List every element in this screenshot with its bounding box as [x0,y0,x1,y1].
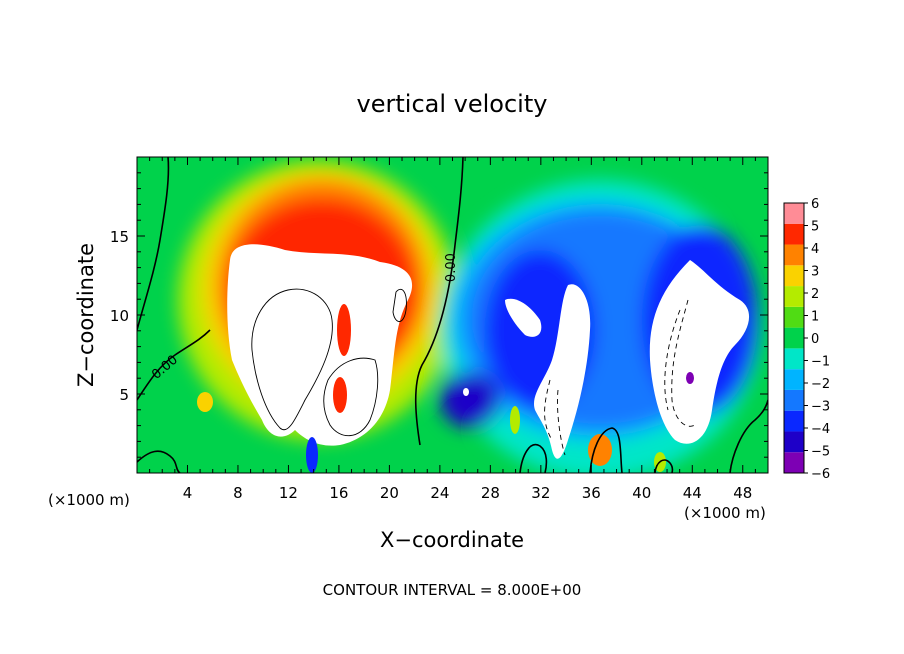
x-tick-label: 48 [733,484,752,502]
y-axis-ticks: 5 10 15 [110,172,768,458]
x-tick-label: 4 [183,484,193,502]
colorbar-tick-label: 3 [811,265,819,280]
colorbar-swatch [784,452,804,473]
x-tick-label: 16 [329,484,348,502]
colorbar-swatch [784,203,804,224]
colorbar-tick-label: −4 [811,422,830,437]
colorbar-tick-label: 4 [811,242,819,257]
x-tick-label: 40 [632,484,651,502]
colorbar-swatch [784,306,804,328]
contour-interval-note: CONTOUR INTERVAL = 8.000E+00 [323,581,582,599]
colorbar-swatch [784,265,804,287]
colorbar-tick-label: 2 [811,287,819,302]
x-tick-label: 24 [430,484,449,502]
x-tick-label: 20 [380,484,399,502]
colorbar-tick-label: 6 [811,197,819,212]
colorbar-swatch [784,431,804,453]
colorbar-swatch [784,389,804,411]
x-tick-label: 44 [683,484,702,502]
colorbar-swatch [784,223,804,245]
colorbar: −6 −5 −4 −3 −2 −1 0 1 2 3 4 5 6 [783,197,830,482]
colorbar-swatch [784,410,804,432]
colorbar-tick-label: −3 [811,400,830,415]
colorbar-swatch [784,327,804,349]
colorbar-tick-label: 0 [811,332,819,347]
chart-title: vertical velocity [357,90,548,118]
contour-field [137,157,768,473]
x-tick-label: 36 [582,484,601,502]
x-tick-label: 12 [279,484,298,502]
x-tick-label: 8 [233,484,243,502]
y-axis-label: Z−coordinate [74,243,98,387]
colorbar-tick-label: 5 [811,220,819,235]
colorbar-swatch [784,286,804,307]
x-tick-label: 32 [531,484,550,502]
y-tick-label: 10 [110,307,129,325]
colorbar-swatch [784,348,804,370]
colorbar-tick-label: −6 [811,467,830,482]
colorbar-tick-label: −1 [811,355,830,370]
y-tick-label: 15 [110,228,129,246]
y-tick-label: 5 [119,386,129,404]
colorbar-swatch [784,244,804,266]
x-axis-unit-right: (×1000 m) [684,504,766,522]
colorbar-swatch [784,369,804,390]
x-tick-label: 28 [481,484,500,502]
colorbar-tick-label: −2 [811,377,830,392]
x-axis-label: X−coordinate [380,528,524,552]
contour-label: 0.00 [444,253,459,282]
colorbar-tick-label: 1 [811,310,819,325]
x-axis-unit-left: (×1000 m) [48,491,130,509]
colorbar-tick-label: −5 [811,445,830,460]
x-axis-ticks: 4 8 12 16 20 24 28 32 36 40 44 48 [149,157,756,502]
